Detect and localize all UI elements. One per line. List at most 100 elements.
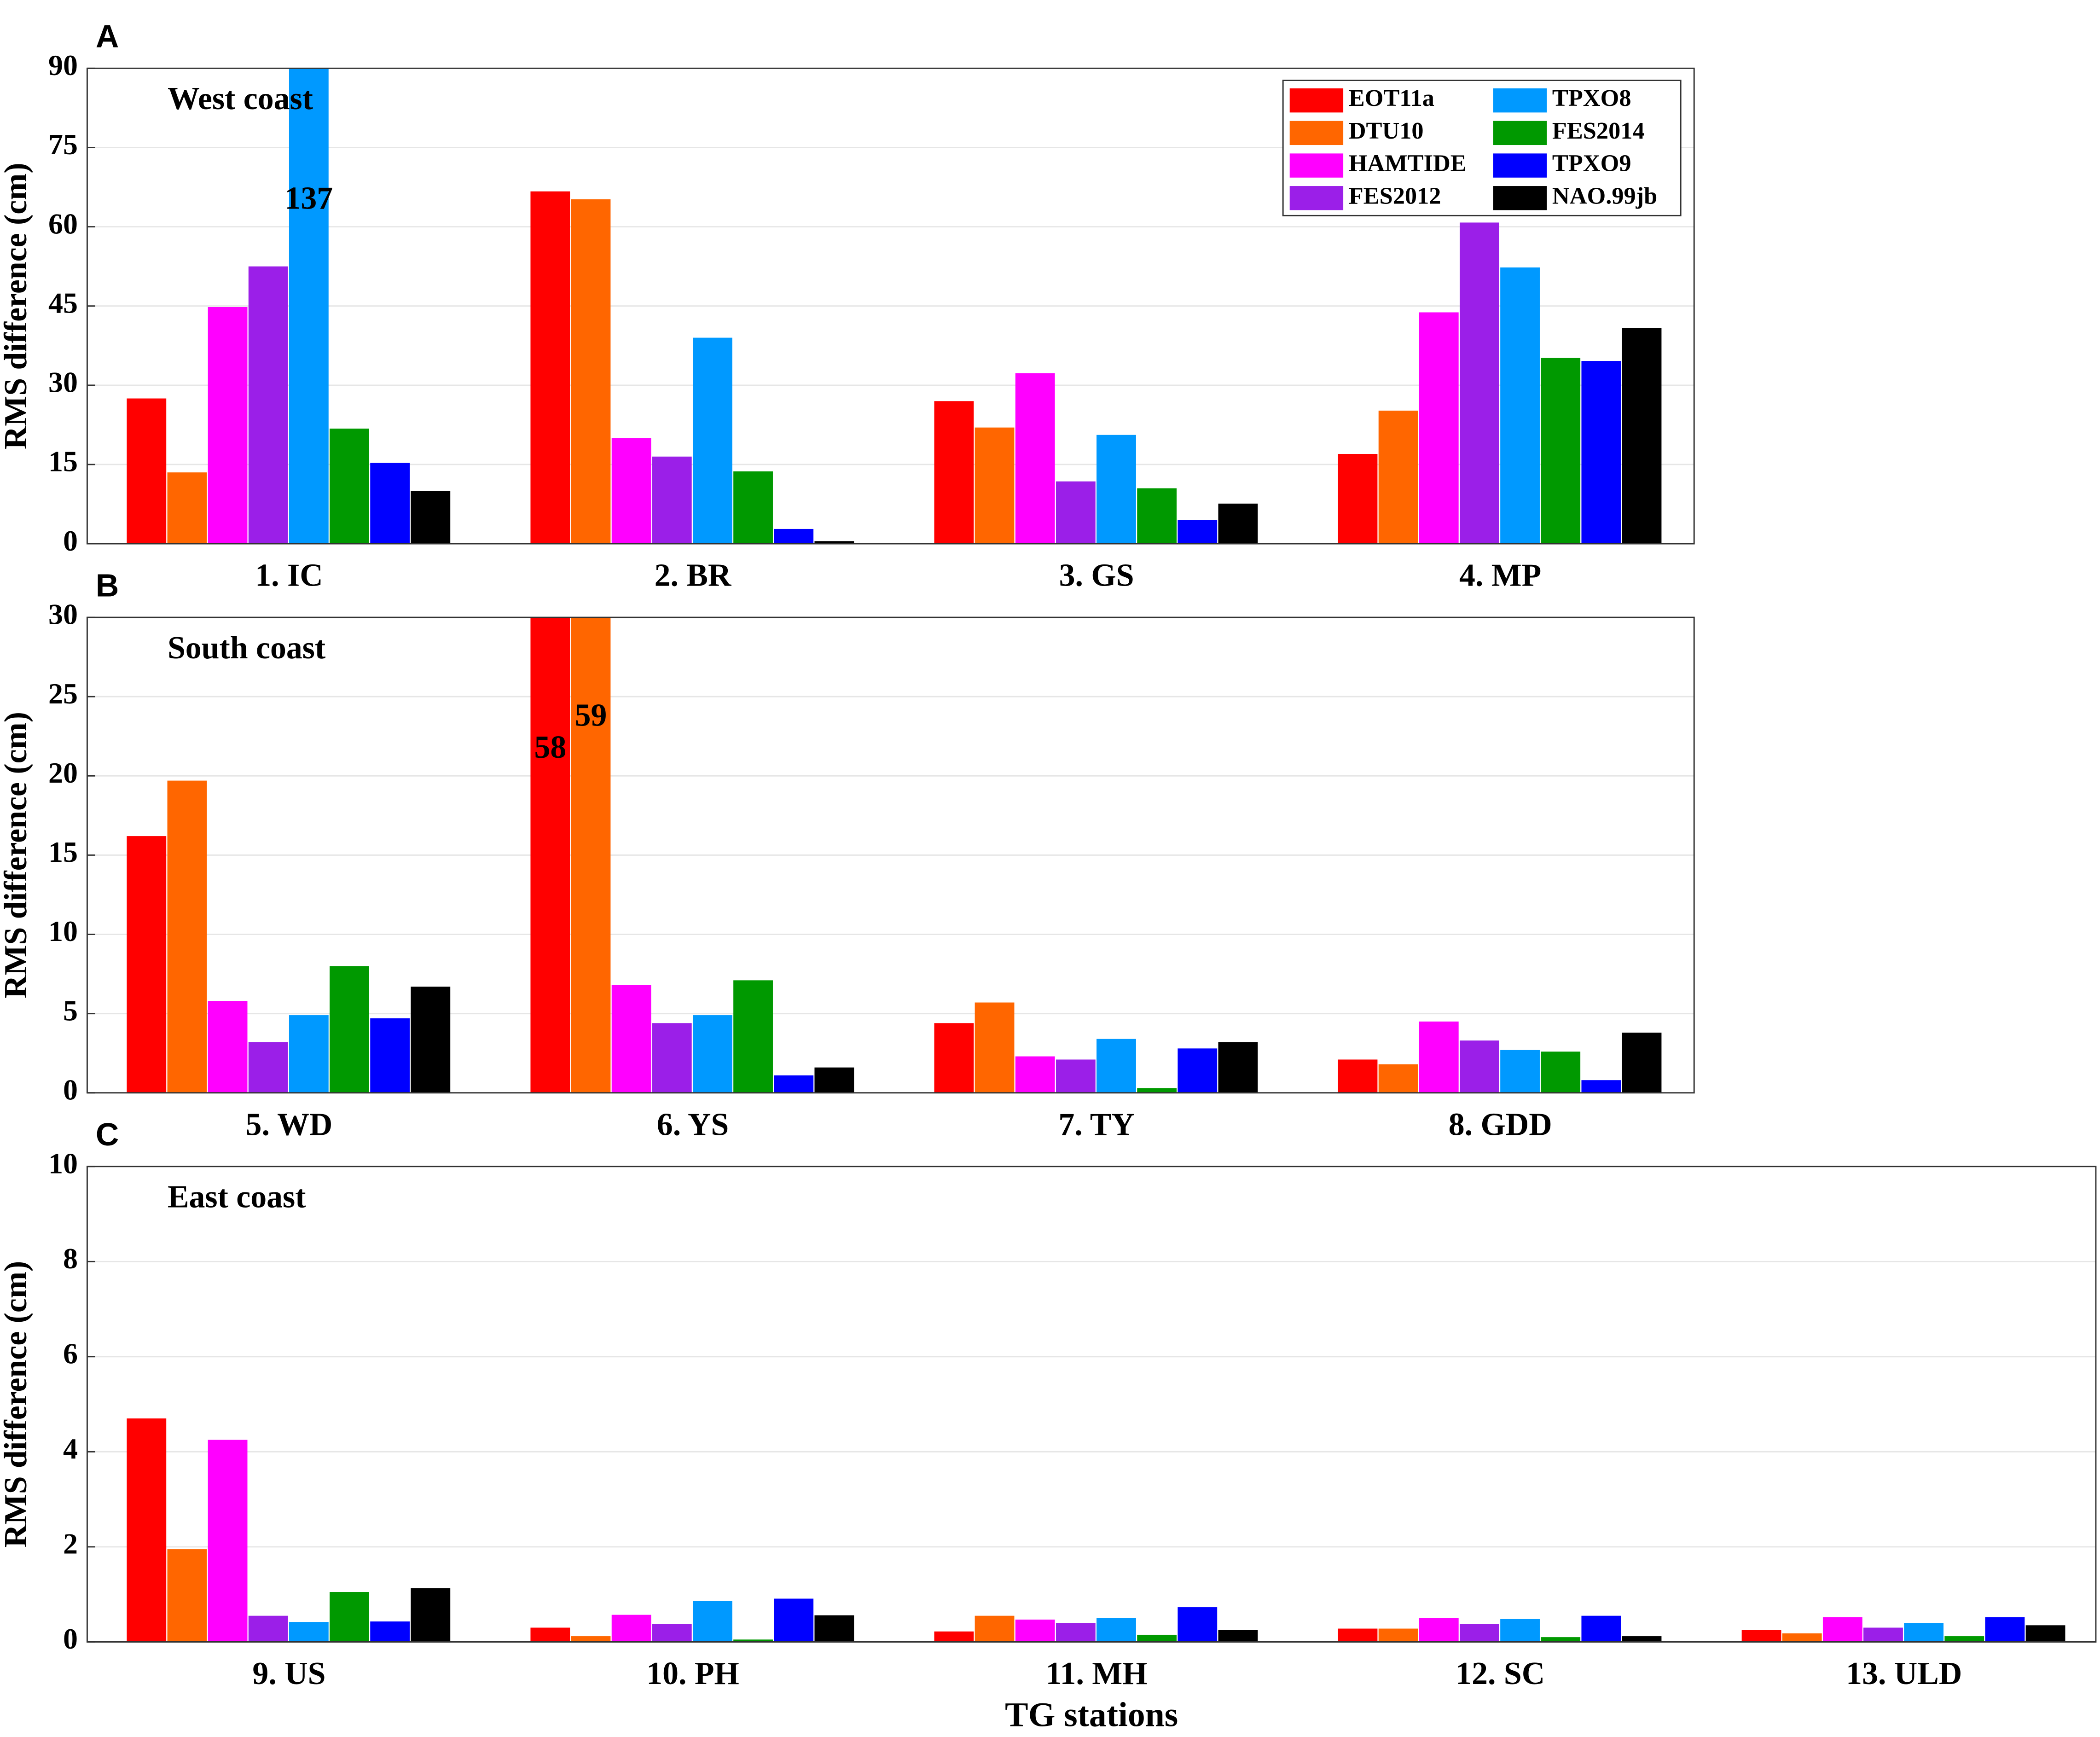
bar (248, 266, 288, 544)
bar (934, 1631, 974, 1642)
bar (127, 398, 167, 544)
bar (1096, 435, 1136, 544)
value-label: 58 (534, 730, 566, 765)
bar (733, 471, 773, 544)
y-tick-label: 5 (63, 994, 78, 1027)
legend-box (1282, 80, 1682, 216)
bar (1460, 222, 1499, 544)
y-tick-label: 75 (48, 128, 78, 161)
bar (330, 966, 369, 1093)
bar (693, 1601, 732, 1642)
bar (733, 980, 773, 1093)
bar (127, 1418, 167, 1642)
bar (411, 491, 451, 544)
y-tick-label: 25 (48, 677, 78, 710)
bar (330, 1592, 369, 1642)
bar (289, 1015, 329, 1093)
bar (2025, 1625, 2065, 1642)
bar (1741, 1630, 1781, 1642)
bar (1541, 358, 1581, 544)
panel: 0 5 10 15 20 25 30 5. WD 6. YS 58 59 7. TY 8. GDD B So… (0, 567, 1695, 1142)
bar (975, 1002, 1015, 1093)
legend-label: FES2012 (1349, 182, 1441, 209)
x-tick-label: 12. SC (1456, 1656, 1545, 1691)
bar (370, 1018, 410, 1093)
bar (652, 1624, 692, 1642)
y-tick-label: 10 (48, 915, 78, 947)
legend-swatch (1289, 153, 1344, 178)
bar (1178, 520, 1218, 544)
y-tick-label: 8 (63, 1242, 78, 1275)
bar (1056, 1623, 1096, 1642)
y-tick-label: 90 (48, 49, 78, 81)
x-tick-label: 6. YS (657, 1107, 729, 1142)
x-tick-label: 9. US (252, 1656, 325, 1691)
bar (814, 1067, 854, 1093)
bar (611, 438, 651, 544)
panel-letter: A (96, 18, 119, 54)
bar (289, 1622, 329, 1642)
value-label: 137 (285, 181, 333, 216)
bar (1378, 1628, 1418, 1642)
x-tick-label: 3. GS (1059, 558, 1134, 593)
legend-swatch (1493, 88, 1547, 113)
bar (1581, 361, 1621, 544)
bar (530, 191, 570, 544)
bar (1622, 328, 1662, 544)
legend-swatch (1289, 88, 1344, 113)
legend: EOT11a DTU10 HAMTIDE FES2012 TPXO8 FES2014 TPX… (1282, 80, 1682, 216)
y-tick-label: 60 (48, 207, 78, 240)
y-tick-label: 15 (48, 836, 78, 868)
bar (167, 780, 207, 1093)
bar (1460, 1040, 1499, 1093)
bar (370, 1621, 410, 1642)
legend-label: FES2014 (1552, 117, 1645, 144)
y-tick-label: 30 (48, 598, 78, 631)
bar (733, 1639, 773, 1642)
bar (1178, 1048, 1218, 1093)
y-tick-label: 0 (63, 524, 78, 557)
x-tick-label: 8. GDD (1449, 1107, 1552, 1142)
legend-swatch (1493, 153, 1547, 178)
legend-swatch (1493, 186, 1547, 210)
bar (208, 1440, 248, 1642)
panel: 0 2 4 6 8 10 9. US 10. PH 11. MH 12. SC 13. ULD C Ea… (0, 1116, 2097, 1734)
y-tick-label: 4 (63, 1432, 78, 1465)
bar (1622, 1636, 1662, 1642)
bar (774, 1075, 814, 1093)
y-tick-label: 0 (63, 1622, 78, 1655)
bar (1863, 1627, 1903, 1642)
bar (652, 456, 692, 544)
bar (975, 1615, 1015, 1642)
bar (208, 307, 248, 544)
bar (1338, 453, 1378, 544)
bar (693, 1015, 732, 1093)
bar (1419, 312, 1459, 544)
bar (208, 1001, 248, 1093)
bar (1378, 1064, 1418, 1093)
panel-letter: B (96, 567, 119, 603)
x-tick-label: 11. MH (1046, 1656, 1148, 1691)
legend-label: HAMTIDE (1349, 150, 1467, 177)
bar (934, 1023, 974, 1093)
bar (330, 428, 369, 544)
y-tick-label: 45 (48, 286, 78, 319)
bar (1096, 1618, 1136, 1642)
y-axis-label: RMS difference (cm) (0, 163, 34, 449)
bar (693, 337, 732, 544)
panel-title: East coast (168, 1179, 306, 1214)
plot-frame (86, 616, 1695, 1094)
bar (530, 1627, 570, 1642)
bar (1622, 1032, 1662, 1093)
bar (1338, 1059, 1378, 1093)
bar (1338, 1628, 1378, 1642)
bar (1218, 1630, 1258, 1642)
bar (571, 1636, 611, 1642)
bar (1904, 1623, 1944, 1642)
y-tick-label: 6 (63, 1337, 78, 1370)
plot-frame (86, 1166, 2097, 1643)
bars (127, 1418, 2065, 1642)
bar (774, 1598, 814, 1642)
bar (1137, 1634, 1177, 1642)
bar (1096, 1039, 1136, 1093)
